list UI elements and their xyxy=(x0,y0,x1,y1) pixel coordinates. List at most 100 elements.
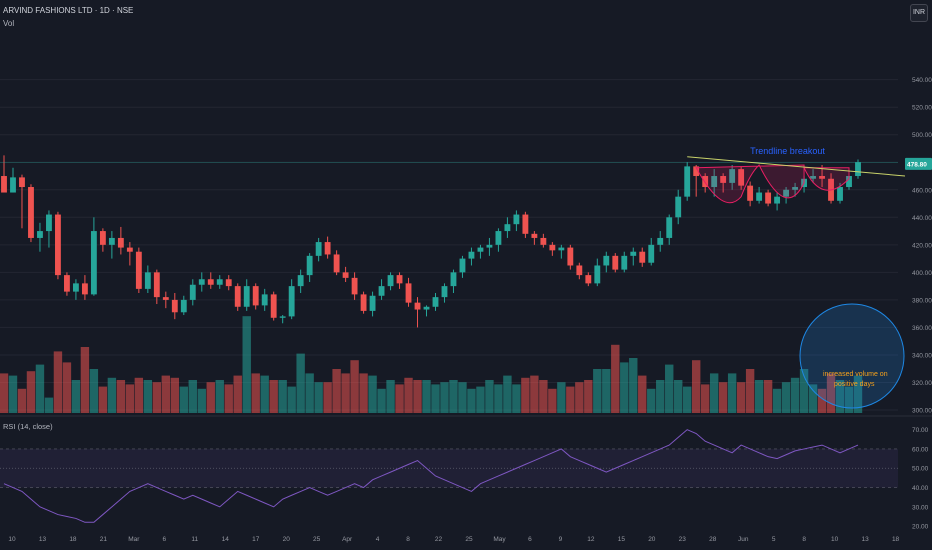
volume-bar xyxy=(440,382,449,413)
volume-bar xyxy=(503,375,512,413)
rsi-line xyxy=(3,429,859,523)
volume-bar xyxy=(305,373,314,413)
price-tick-label: 340.00 xyxy=(912,352,932,359)
candle-body xyxy=(729,169,736,183)
volume-bar xyxy=(251,373,260,413)
rsi-tick-label: 40.00 xyxy=(912,485,929,492)
rsi-tick-label: 20.00 xyxy=(912,524,929,531)
x-tick-label: 14 xyxy=(222,536,230,543)
volume-bar xyxy=(71,380,81,413)
volume-bar xyxy=(691,360,701,413)
currency-button[interactable]: INR xyxy=(910,4,928,22)
x-tick-label: 8 xyxy=(406,536,410,543)
candle-body xyxy=(450,272,457,287)
candle-body xyxy=(171,299,178,313)
x-tick-label: 21 xyxy=(100,536,108,543)
x-tick-label: Mar xyxy=(128,536,140,543)
trendline xyxy=(687,156,906,177)
price-tick-label: 540.00 xyxy=(912,77,932,84)
candle-body xyxy=(810,176,816,179)
x-tick-label: May xyxy=(493,536,506,543)
volume-bar xyxy=(611,344,620,413)
chart-title: ARVIND FASHIONS LTD · 1D · NSE xyxy=(3,6,134,15)
x-tick-label: 13 xyxy=(39,536,47,543)
x-tick-label: 20 xyxy=(283,536,291,543)
x-tick-label: 4 xyxy=(376,536,380,543)
x-tick-label: 17 xyxy=(252,536,260,543)
volume-bar xyxy=(557,382,566,413)
handle-pattern xyxy=(803,167,850,191)
volume-bar xyxy=(287,386,296,413)
volume-bar xyxy=(350,360,359,413)
candle-body xyxy=(423,306,430,310)
rsi-tick-label: 70.00 xyxy=(912,427,929,434)
rsi-band xyxy=(0,448,898,488)
candle-body xyxy=(639,251,646,263)
candle-body xyxy=(378,286,385,296)
candle-body xyxy=(846,176,852,188)
volume-bar xyxy=(314,382,323,413)
volume-bar xyxy=(98,386,108,413)
volume-bar xyxy=(134,377,144,413)
volume-bar xyxy=(700,384,710,413)
price-tick-label: 500.00 xyxy=(912,132,932,139)
price-tick-label: 460.00 xyxy=(912,187,932,194)
volume-bar xyxy=(224,384,233,413)
volume-bar xyxy=(278,380,287,413)
price-tick-label: 420.00 xyxy=(912,242,932,249)
candle-body xyxy=(720,176,727,183)
volume-bar xyxy=(35,364,45,413)
x-tick-label: 9 xyxy=(559,536,563,543)
volume-bar xyxy=(197,388,206,413)
candle-body xyxy=(783,189,790,197)
volume-bar xyxy=(26,371,36,413)
candle-body xyxy=(333,254,340,273)
rsi-tick-label: 30.00 xyxy=(912,504,929,511)
volume-bar xyxy=(835,380,845,413)
volume-bar xyxy=(161,375,171,413)
volume-bar xyxy=(188,380,197,413)
volume-bar xyxy=(584,380,593,413)
volume-bar xyxy=(781,382,791,413)
candle-body xyxy=(594,265,601,284)
candle-body xyxy=(495,231,502,245)
x-tick-label: 13 xyxy=(861,536,869,543)
volume-bar xyxy=(449,380,458,413)
candle-body xyxy=(441,286,448,298)
price-tick-label: 320.00 xyxy=(912,380,932,387)
volume-bar xyxy=(17,388,27,413)
candle-body xyxy=(297,275,304,287)
x-tick-label: 10 xyxy=(831,536,839,543)
candle-body xyxy=(55,214,61,276)
candle-body xyxy=(342,272,349,278)
volume-bar xyxy=(485,380,494,413)
candle-body xyxy=(540,237,547,245)
volume-bar xyxy=(44,397,54,413)
candle-body xyxy=(612,255,619,270)
x-tick-label: 6 xyxy=(163,536,167,543)
x-tick-label: 28 xyxy=(709,536,717,543)
volume-bar xyxy=(745,369,755,413)
price-tick-label: 300.00 xyxy=(912,408,932,415)
cup-pattern xyxy=(695,164,805,204)
volume-bar xyxy=(817,388,827,413)
volume-bar xyxy=(709,373,719,413)
candle-body xyxy=(315,242,322,256)
candle-body xyxy=(693,166,700,177)
volume-bar xyxy=(107,377,117,413)
candle-body xyxy=(64,275,70,292)
price-tick-label: 380.00 xyxy=(912,297,932,304)
volume-bar xyxy=(602,369,611,413)
candle-body xyxy=(369,295,376,311)
volume-bar xyxy=(736,382,746,413)
volume-bar xyxy=(206,382,215,413)
candle-body xyxy=(19,177,25,188)
rsi-tick-label: 50.00 xyxy=(912,466,929,473)
candle-body xyxy=(711,176,718,188)
volume-annotation: positive days xyxy=(834,381,875,388)
candle-body xyxy=(306,255,313,276)
volume-bar xyxy=(853,375,863,413)
x-tick-label: 25 xyxy=(313,536,321,543)
volume-bar xyxy=(575,382,584,413)
